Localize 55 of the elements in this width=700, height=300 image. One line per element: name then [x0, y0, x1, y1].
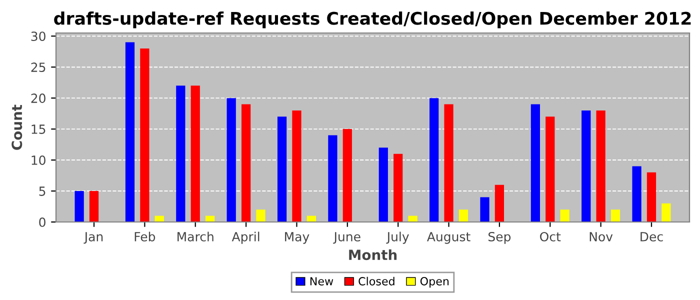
bar	[226, 98, 236, 222]
bar	[89, 191, 99, 222]
bar	[444, 104, 454, 222]
bar	[646, 172, 656, 222]
x-tick-label: Feb	[134, 232, 156, 242]
bar	[494, 184, 504, 222]
y-tick-label: 5	[39, 186, 46, 196]
x-tick-label: Dec	[640, 232, 663, 242]
x-tick-label: July	[386, 232, 409, 244]
bar	[662, 203, 671, 222]
x-tick-label: Jan	[84, 232, 103, 244]
x-tick-label: August	[426, 232, 470, 244]
bar	[125, 42, 135, 222]
bar	[408, 216, 418, 222]
y-tick-label: 25	[31, 62, 46, 72]
y-tick-label: 15	[32, 124, 46, 134]
bar	[560, 210, 570, 222]
bar	[632, 166, 642, 222]
bar	[458, 210, 468, 222]
bar	[394, 154, 403, 222]
bar	[430, 98, 439, 222]
legend-label: Open	[420, 277, 449, 288]
chart-title: drafts-update-ref Requests Created/Closed/Open December 2012	[54, 11, 691, 28]
bar	[241, 104, 251, 222]
y-tick-label: 20	[31, 94, 46, 103]
legend-label: Closed	[358, 276, 394, 286]
x-tick-label: June	[333, 232, 360, 244]
bar	[277, 116, 287, 222]
y-axis-title: Count	[12, 104, 22, 150]
y-tick-label: 10	[32, 156, 46, 165]
x-tick-label: Oct	[540, 232, 561, 242]
y-tick-label: 30	[31, 32, 46, 42]
x-tick-label: April	[232, 232, 260, 244]
legend-label: New	[310, 277, 334, 286]
bar	[378, 148, 388, 222]
bar	[190, 86, 200, 222]
y-tick-label: 0	[39, 217, 46, 227]
x-tick-label: March	[178, 232, 214, 242]
bar	[582, 110, 591, 222]
x-axis-title: Month	[349, 249, 397, 260]
bar	[610, 210, 620, 222]
bar	[74, 191, 84, 222]
bar	[256, 210, 266, 222]
bar	[480, 197, 490, 222]
bar	[328, 135, 338, 222]
bar	[292, 110, 302, 222]
x-tick-label: Nov	[590, 232, 613, 242]
x-tick-label: May	[285, 232, 310, 244]
bar	[546, 116, 555, 222]
bar	[176, 86, 186, 222]
bar	[530, 104, 540, 222]
x-tick-label: Sep	[488, 232, 511, 244]
bar	[140, 48, 150, 222]
bar	[596, 110, 606, 222]
bar	[342, 129, 352, 222]
